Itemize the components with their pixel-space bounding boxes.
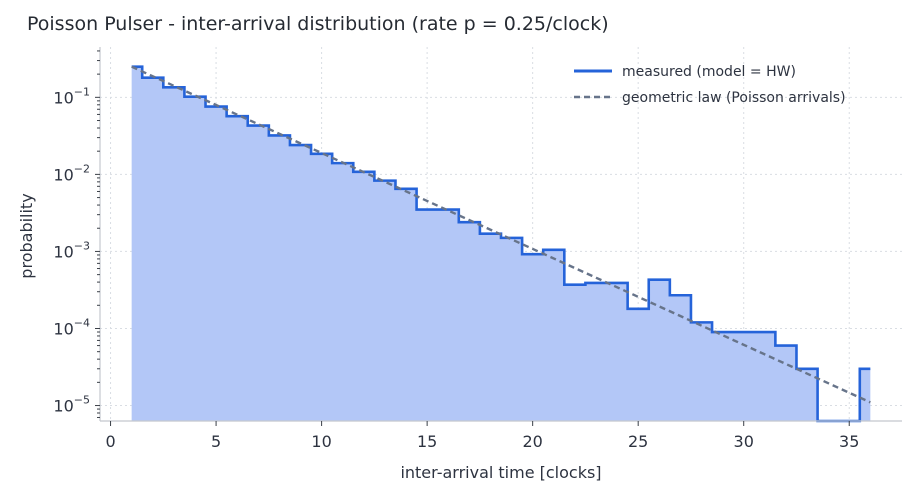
x-tick-label: 30 xyxy=(734,432,754,451)
y-tick-label: 10−4 xyxy=(53,316,90,338)
x-axis-label: inter-arrival time [clocks] xyxy=(400,463,601,482)
y-ticks: 10−5 10−4 10−3 10−2 10−1 xyxy=(53,50,100,418)
chart-title: Poisson Pulser - inter-arrival distribut… xyxy=(27,13,609,35)
measured-fill xyxy=(131,66,871,422)
x-ticks: 0 5 10 15 20 25 30 35 xyxy=(105,421,859,451)
x-tick-label: 10 xyxy=(311,432,331,451)
legend: measured (model = HW) geometric law (Poi… xyxy=(574,64,846,106)
x-tick-label: 0 xyxy=(105,432,115,451)
x-tick-label: 25 xyxy=(628,432,648,451)
x-tick-label: 15 xyxy=(417,432,437,451)
y-tick-label: 10−1 xyxy=(53,85,90,107)
legend-label-geometric: geometric law (Poisson arrivals) xyxy=(622,90,846,106)
y-tick-label: 10−3 xyxy=(53,239,90,261)
legend-label-measured: measured (model = HW) xyxy=(622,64,796,80)
x-tick-label: 20 xyxy=(522,432,542,451)
geometric-law-line xyxy=(131,65,871,404)
y-tick-label: 10−5 xyxy=(53,394,90,416)
x-tick-label: 5 xyxy=(211,432,221,451)
y-tick-label: 10−2 xyxy=(53,162,90,184)
y-axis-label: probability xyxy=(17,193,36,278)
plot-area xyxy=(131,65,871,423)
x-tick-label: 35 xyxy=(839,432,859,451)
measured-step-line xyxy=(131,65,871,423)
